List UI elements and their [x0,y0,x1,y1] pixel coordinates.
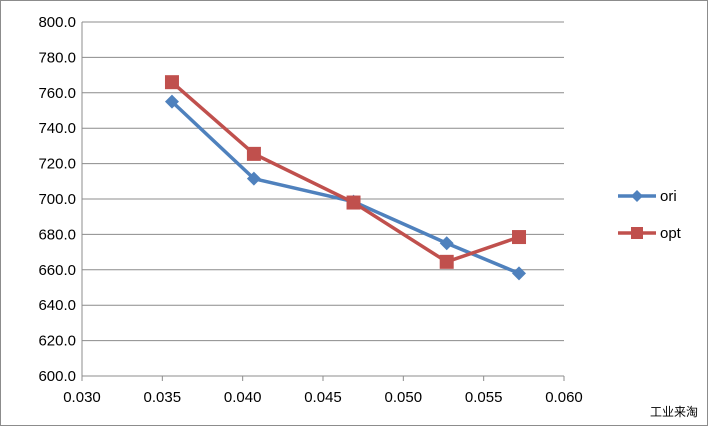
y-tick-label-4: 680.0 [38,226,76,243]
x-tick-label-3: 0.045 [304,389,342,406]
legend-marker-ori [631,190,643,202]
y-tick-label-9: 780.0 [38,49,76,66]
data-point-opt-4 [512,230,527,245]
y-tick-label-7: 740.0 [38,120,76,137]
data-point-ori-0 [164,94,179,109]
legend-label-ori: ori [660,188,677,205]
x-tick-label-5: 0.055 [465,389,503,406]
y-tick-label-2: 640.0 [38,297,76,314]
y-tick-label-0: 600.0 [38,368,76,385]
legend-marker-opt [631,227,643,239]
y-tick-label-5: 700.0 [38,191,76,208]
data-point-opt-0 [164,75,179,90]
x-tick-label-1: 0.035 [144,389,182,406]
x-tick-label-6: 0.060 [545,389,583,406]
data-point-opt-1 [246,146,261,161]
data-point-ori-3 [439,236,454,251]
y-tick-label-8: 760.0 [38,85,76,102]
y-tick-label-1: 620.0 [38,333,76,350]
y-tick-label-10: 800.0 [38,14,76,31]
data-point-ori-4 [512,266,527,281]
x-tick-label-0: 0.030 [63,389,101,406]
x-tick-label-4: 0.050 [385,389,423,406]
data-point-opt-3 [439,254,454,269]
legend-label-opt: opt [660,225,682,242]
y-tick-label-6: 720.0 [38,156,76,173]
x-tick-label-2: 0.040 [224,389,262,406]
data-point-opt-2 [346,195,361,210]
y-tick-label-3: 660.0 [38,262,76,279]
watermark-text: 工业来淘 [649,405,698,419]
data-point-ori-1 [246,171,261,186]
